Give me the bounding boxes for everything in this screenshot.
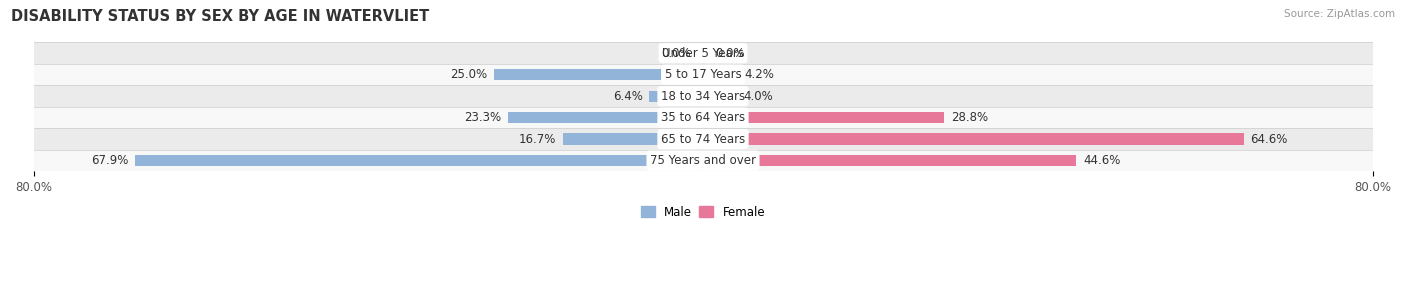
Bar <box>34 64 1372 85</box>
Text: 0.0%: 0.0% <box>661 47 690 60</box>
Text: Under 5 Years: Under 5 Years <box>662 47 744 60</box>
Legend: Male, Female: Male, Female <box>636 201 770 223</box>
Bar <box>703 69 738 80</box>
Text: 65 to 74 Years: 65 to 74 Years <box>661 133 745 146</box>
Text: DISABILITY STATUS BY SEX BY AGE IN WATERVLIET: DISABILITY STATUS BY SEX BY AGE IN WATER… <box>11 9 429 24</box>
Bar <box>34 107 1372 128</box>
Text: 0.0%: 0.0% <box>716 47 745 60</box>
Text: 23.3%: 23.3% <box>464 111 502 124</box>
Text: 64.6%: 64.6% <box>1250 133 1288 146</box>
Text: 35 to 64 Years: 35 to 64 Years <box>661 111 745 124</box>
Text: 28.8%: 28.8% <box>950 111 988 124</box>
Text: 25.0%: 25.0% <box>450 68 486 81</box>
Text: 4.0%: 4.0% <box>744 90 773 102</box>
Text: 67.9%: 67.9% <box>91 154 128 167</box>
Bar <box>508 112 703 123</box>
Text: 16.7%: 16.7% <box>519 133 557 146</box>
Text: 75 Years and over: 75 Years and over <box>650 154 756 167</box>
Text: 4.2%: 4.2% <box>745 68 775 81</box>
Bar <box>135 155 703 166</box>
Bar <box>34 150 1372 171</box>
Bar <box>650 91 703 102</box>
Bar <box>703 91 737 102</box>
Text: Source: ZipAtlas.com: Source: ZipAtlas.com <box>1284 9 1395 19</box>
Text: 18 to 34 Years: 18 to 34 Years <box>661 90 745 102</box>
Text: 6.4%: 6.4% <box>613 90 643 102</box>
Text: 5 to 17 Years: 5 to 17 Years <box>665 68 741 81</box>
Bar <box>34 85 1372 107</box>
Bar <box>703 155 1076 166</box>
Bar <box>494 69 703 80</box>
Bar <box>34 128 1372 150</box>
Bar <box>703 112 943 123</box>
Bar <box>34 42 1372 64</box>
Bar <box>564 133 703 145</box>
Bar <box>703 133 1244 145</box>
Text: 44.6%: 44.6% <box>1083 154 1121 167</box>
